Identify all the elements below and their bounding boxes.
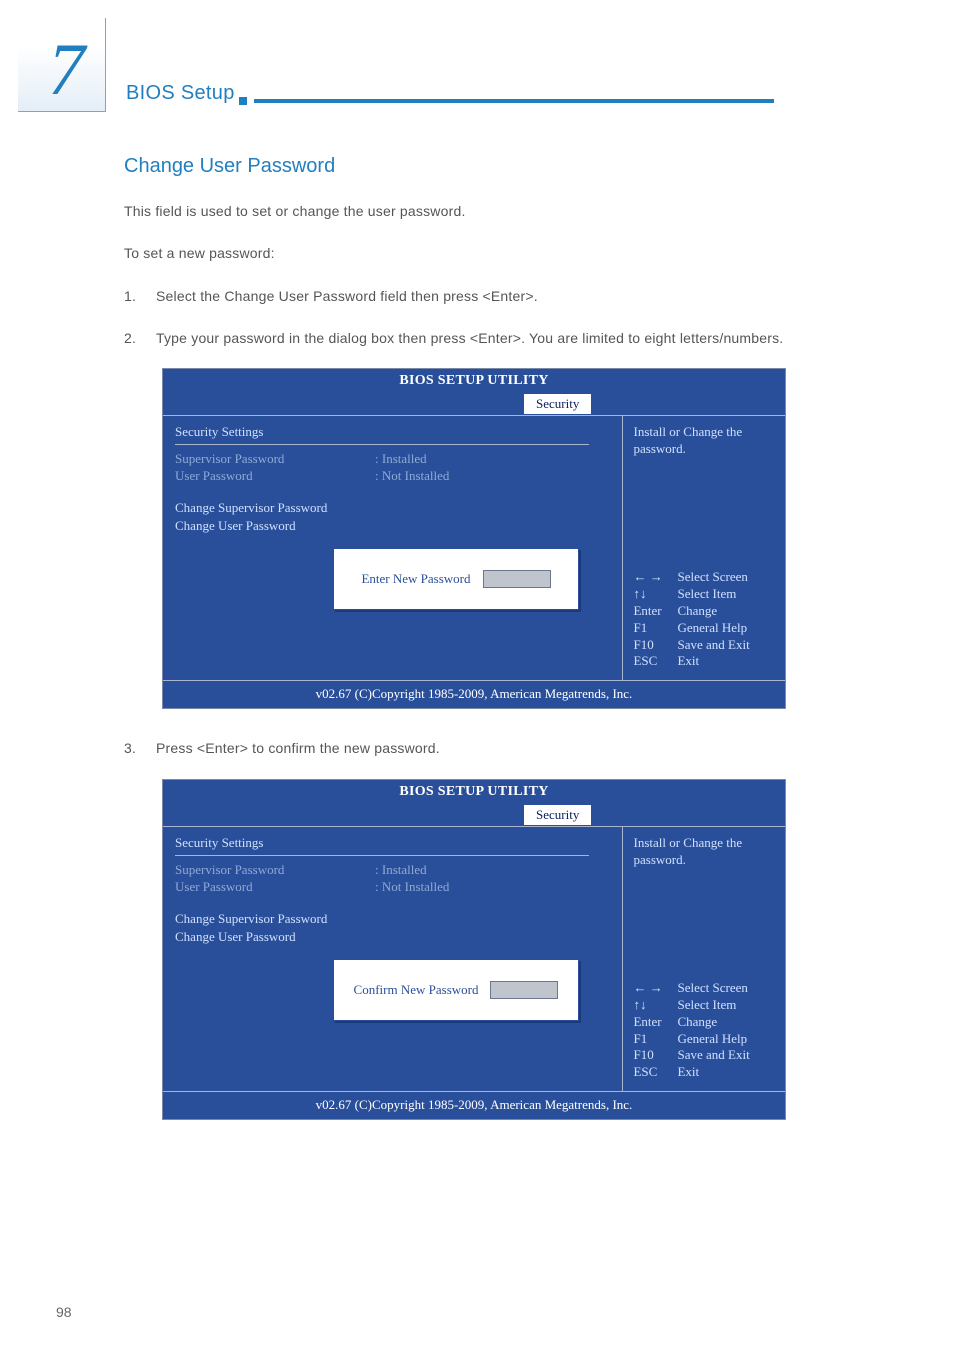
- chapter-number: 7: [48, 28, 85, 113]
- bios-key: Enter: [633, 1014, 677, 1031]
- bios-help-text: Install or Change the password.: [633, 424, 775, 458]
- bios-dialog-label: Enter New Password: [361, 571, 470, 587]
- bios-key-desc: General Help: [677, 620, 747, 637]
- bios-key-desc: Change: [677, 1014, 717, 1031]
- bios-key-desc: Select Item: [677, 997, 736, 1014]
- bios-body: Security Settings Supervisor Password : …: [163, 826, 785, 1091]
- bios-row-user: User Password : Not Installed: [175, 468, 610, 485]
- bios-row-user: User Password : Not Installed: [175, 879, 610, 896]
- bios-label: Supervisor Password: [175, 451, 375, 468]
- bios-screenshot-enter: BIOS SETUP UTILITY Security Security Set…: [162, 368, 786, 709]
- bios-footer: v02.67 (C)Copyright 1985-2009, American …: [163, 680, 785, 708]
- bios-key-desc: General Help: [677, 1031, 747, 1048]
- bios-heading: Security Settings: [175, 424, 610, 440]
- bios-change-supervisor[interactable]: Change Supervisor Password: [175, 499, 610, 517]
- bios-key: F10: [633, 1047, 677, 1064]
- bios-dialog-enter: Enter New Password: [333, 548, 579, 610]
- bios-key-legend: ← →Select Screen ↑↓Select Item EnterChan…: [633, 980, 775, 1081]
- page-header: 7 BIOS Setup: [0, 0, 954, 115]
- step-body: Select the Change User Password field th…: [156, 285, 824, 309]
- bios-side-panel: Install or Change the password. ← →Selec…: [623, 827, 785, 1091]
- bios-body: Security Settings Supervisor Password : …: [163, 415, 785, 680]
- bios-password-input[interactable]: [490, 981, 558, 999]
- bios-label: User Password: [175, 468, 375, 485]
- bios-key: ↑↓: [633, 586, 677, 603]
- step-number: 1.: [124, 285, 156, 309]
- bios-key-desc: Select Item: [677, 586, 736, 603]
- bios-key: F1: [633, 1031, 677, 1048]
- bios-key: ← →: [633, 980, 677, 997]
- bios-password-input[interactable]: [483, 570, 551, 588]
- bios-tab-security[interactable]: Security: [523, 393, 592, 415]
- step-1: 1. Select the Change User Password field…: [124, 285, 824, 309]
- bios-key: ESC: [633, 653, 677, 670]
- bios-tab-bar: Security: [163, 804, 785, 826]
- section-title: Change User Password: [124, 155, 824, 178]
- bios-key-desc: Select Screen: [677, 980, 747, 997]
- bios-key: F10: [633, 637, 677, 654]
- page-number: 98: [56, 1304, 72, 1320]
- bios-tab-bar: Security: [163, 393, 785, 415]
- step-body: Type your password in the dialog box the…: [156, 327, 824, 351]
- content-area: Change User Password This field is used …: [0, 115, 954, 1120]
- intro-paragraph: This field is used to set or change the …: [124, 200, 824, 222]
- bios-change-user[interactable]: Change User Password: [175, 517, 610, 535]
- bios-key: ← →: [633, 569, 677, 586]
- bios-key-desc: Select Screen: [677, 569, 747, 586]
- bios-key: F1: [633, 620, 677, 637]
- bios-value: : Installed: [375, 451, 427, 468]
- bios-row-supervisor: Supervisor Password : Installed: [175, 862, 610, 879]
- step-2: 2. Type your password in the dialog box …: [124, 327, 824, 351]
- bios-key: Enter: [633, 603, 677, 620]
- bios-key-desc: Change: [677, 603, 717, 620]
- bios-main-panel: Security Settings Supervisor Password : …: [163, 416, 623, 680]
- toset-paragraph: To set a new password:: [124, 242, 824, 264]
- bios-key-desc: Save and Exit: [677, 637, 749, 654]
- bios-screenshot-confirm: BIOS SETUP UTILITY Security Security Set…: [162, 779, 786, 1120]
- bios-key: ↑↓: [633, 997, 677, 1014]
- bios-tab-security[interactable]: Security: [523, 804, 592, 826]
- bios-key-desc: Exit: [677, 653, 699, 670]
- bios-value: : Not Installed: [375, 468, 449, 485]
- bios-label: User Password: [175, 879, 375, 896]
- step-number: 2.: [124, 327, 156, 351]
- bios-divider: [175, 444, 589, 445]
- bios-change-user[interactable]: Change User Password: [175, 928, 610, 946]
- bios-key-legend: ← →Select Screen ↑↓Select Item EnterChan…: [633, 569, 775, 670]
- bios-label: Supervisor Password: [175, 862, 375, 879]
- bios-dialog-label: Confirm New Password: [354, 982, 479, 998]
- bios-value: : Not Installed: [375, 879, 449, 896]
- bios-row-supervisor: Supervisor Password : Installed: [175, 451, 610, 468]
- bios-footer: v02.67 (C)Copyright 1985-2009, American …: [163, 1091, 785, 1119]
- chapter-title: BIOS Setup: [126, 82, 235, 105]
- bios-dialog-confirm: Confirm New Password: [333, 959, 579, 1021]
- bios-value: : Installed: [375, 862, 427, 879]
- bios-title: BIOS SETUP UTILITY: [163, 369, 785, 393]
- bios-help-text: Install or Change the password.: [633, 835, 775, 869]
- bios-key-desc: Save and Exit: [677, 1047, 749, 1064]
- step-3: 3. Press <Enter> to confirm the new pass…: [124, 737, 824, 761]
- bios-key-desc: Exit: [677, 1064, 699, 1081]
- bios-divider: [175, 855, 589, 856]
- bios-title: BIOS SETUP UTILITY: [163, 780, 785, 804]
- step-body: Press <Enter> to confirm the new passwor…: [156, 737, 824, 761]
- bios-main-panel: Security Settings Supervisor Password : …: [163, 827, 623, 1091]
- bios-change-supervisor[interactable]: Change Supervisor Password: [175, 910, 610, 928]
- step-number: 3.: [124, 737, 156, 761]
- bios-key: ESC: [633, 1064, 677, 1081]
- bios-heading: Security Settings: [175, 835, 610, 851]
- header-rule: [254, 99, 774, 103]
- bios-side-panel: Install or Change the password. ← →Selec…: [623, 416, 785, 680]
